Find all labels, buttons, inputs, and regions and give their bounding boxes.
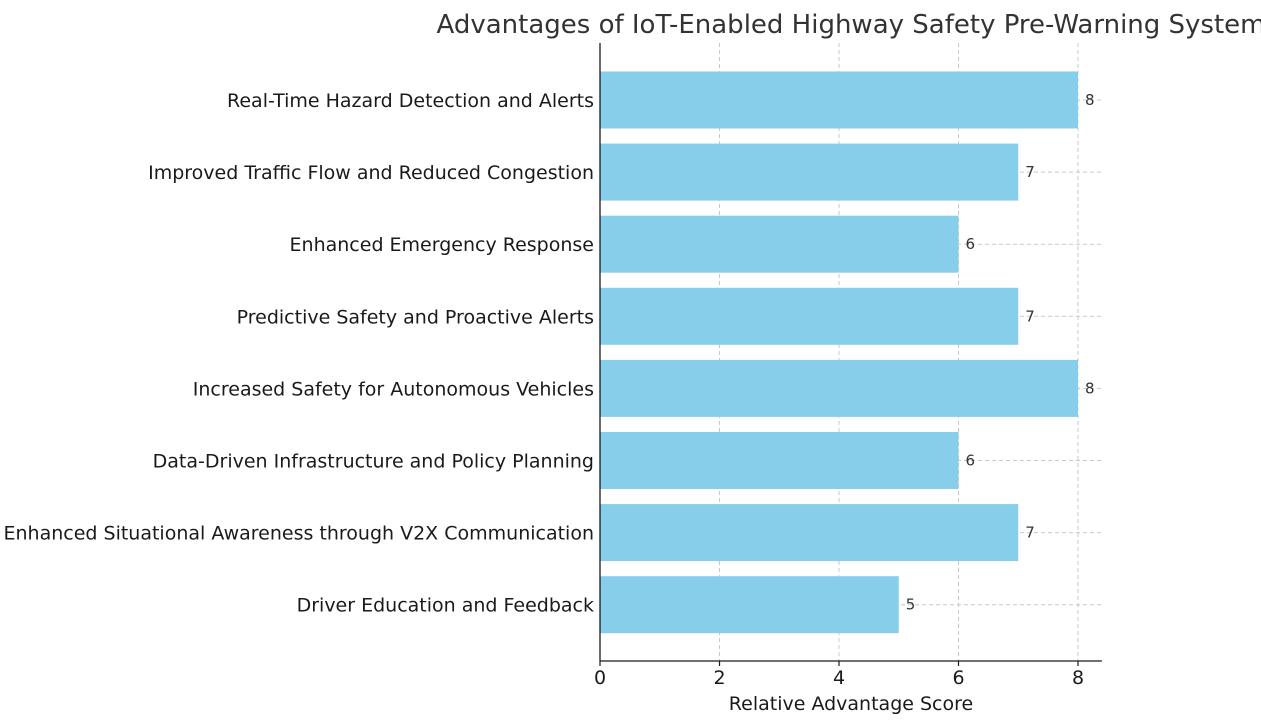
category-label: Real-Time Hazard Detection and Alerts — [227, 90, 594, 112]
bar-value-label: 5 — [906, 596, 916, 614]
x-tick-label: 0 — [594, 667, 606, 689]
x-tick-label: 6 — [952, 667, 964, 689]
bars — [600, 71, 1078, 634]
grid — [599, 43, 1102, 661]
category-label: Enhanced Emergency Response — [290, 234, 594, 256]
bar — [600, 576, 899, 634]
chart-title: Advantages of IoT-Enabled Highway Safety… — [437, 10, 1261, 40]
x-ticks: 0 2 4 6 8 — [594, 661, 1084, 689]
bar-value-label: 6 — [966, 235, 976, 253]
category-labels: Real-Time Hazard Detection and Alerts Imp… — [4, 90, 595, 617]
x-tick-label: 8 — [1072, 667, 1084, 689]
x-axis-label: Relative Advantage Score — [729, 693, 973, 715]
bar-value-label: 6 — [966, 452, 976, 470]
axes — [599, 43, 1102, 662]
bar-value-label: 8 — [1085, 91, 1095, 109]
bar — [600, 359, 1078, 417]
category-label: Increased Safety for Autonomous Vehicles — [193, 378, 594, 400]
category-label: Improved Traffic Flow and Reduced Conges… — [148, 162, 594, 184]
x-tick-label: 4 — [833, 667, 845, 689]
bar-value-label: 7 — [1025, 163, 1035, 181]
bar — [600, 215, 959, 273]
value-labels: 8 7 6 7 8 6 7 5 — [906, 91, 1095, 614]
category-label: Enhanced Situational Awareness through V… — [4, 523, 595, 545]
bar-value-label: 7 — [1025, 307, 1035, 325]
bar — [600, 71, 1078, 129]
category-label: Driver Education and Feedback — [297, 595, 594, 617]
bar — [600, 504, 1019, 562]
x-tick-label: 2 — [713, 667, 725, 689]
bar-value-label: 8 — [1085, 379, 1095, 397]
bar-value-label: 7 — [1025, 524, 1035, 542]
bar — [600, 432, 959, 489]
bar — [600, 287, 1019, 345]
category-label: Data-Driven Infrastructure and Policy Pl… — [153, 451, 594, 473]
bar — [600, 143, 1019, 201]
category-label: Predictive Safety and Proactive Alerts — [237, 306, 594, 328]
